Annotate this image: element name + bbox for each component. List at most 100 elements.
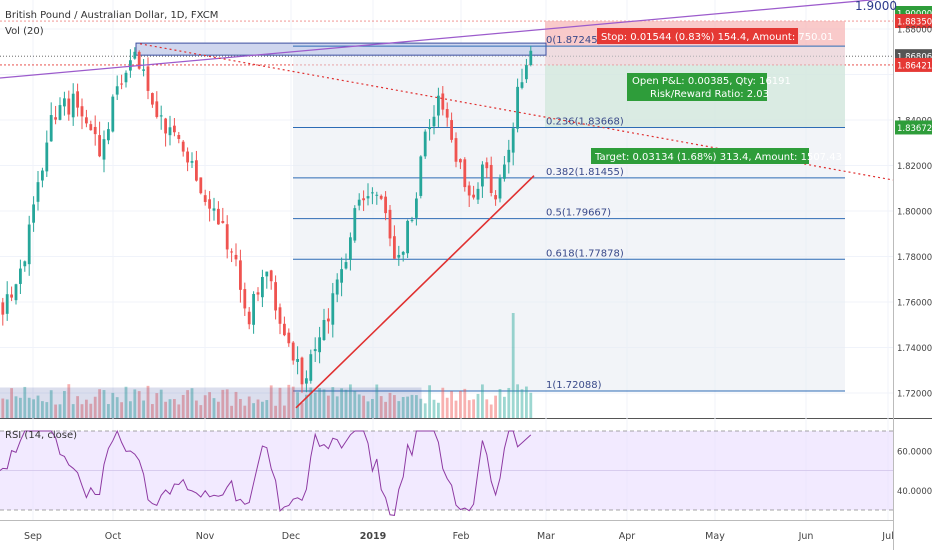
price-axis-label: 1.80000 [897,208,932,218]
volume-bar [388,392,392,418]
volume-bar [239,398,242,418]
time-axis-label: Nov [196,531,215,542]
candle-body [85,117,88,124]
time-axis-label: May [705,531,725,542]
fibonacci-retracement: 0(1.87245) 0.236(1.83668) 0.382(1.81455) 0.… [135,35,845,392]
candle-body [305,378,308,384]
volume-bar [107,404,110,418]
candle-body [173,125,176,133]
volume-bar [379,396,383,418]
volume-bar [173,399,176,418]
candle-body [428,127,431,130]
candle-body [54,117,57,120]
rsi-axis-label: 60.0000 [897,447,932,457]
candle-body [269,270,273,282]
volume-bar [133,389,137,418]
candle-body [80,106,84,117]
volume-bar [186,390,189,418]
candle-body [247,311,251,325]
volume-bar [397,401,401,418]
volume-bar [23,386,27,418]
volume-bar [291,386,295,418]
candle-body [243,289,247,309]
candle-body [415,198,418,218]
candle-body [357,199,361,206]
volume-bar [137,391,141,418]
volume-bar [265,400,269,418]
volume-bar [393,395,396,418]
volume-bar [481,384,484,418]
candle-body [19,268,22,284]
volume-bar [406,396,409,418]
volume-bar [85,399,88,418]
candle-body [164,118,167,134]
time-axis-label: Mar [537,531,555,542]
time-axis-label: Sep [24,531,42,542]
candle-body [353,208,357,241]
price-axis-label: 1.82000 [897,162,932,172]
candle-body [41,170,44,181]
fib-level-label: 0.618(1.77878) [546,248,624,259]
candle-body [525,65,528,80]
candle-body [503,164,506,179]
volume-bar [181,394,185,418]
candle-body [49,115,53,142]
candle-body [14,284,18,301]
candle-body [340,269,343,283]
price-axis-label: 1.86421 [897,61,932,71]
candle-body [331,293,335,325]
volume-bar [423,403,427,418]
rsi-line [0,429,532,516]
candle-body [76,91,79,108]
candle-body [516,86,519,129]
candle-body [261,276,264,298]
candle-body [230,251,233,253]
candle-body [45,142,49,172]
volume-bar [243,405,247,418]
volume-bar [467,400,471,418]
fib-level-label: 1(1.72088) [546,380,602,391]
candle-body [155,101,159,117]
fib-level-label: 0(1.87245) [546,35,602,46]
volume-bar [401,397,405,418]
candle-body [459,159,462,163]
candle-body [32,204,35,223]
volume-bar [472,399,475,418]
volume-bar [428,385,431,418]
volume-bar [432,399,436,418]
candle-body [432,116,436,127]
volume-bar [177,404,181,418]
volume-bar [437,402,440,418]
candle-body [467,185,471,196]
price-axis-bg [893,0,932,550]
volume-bar [252,403,255,418]
volume-bar [357,394,361,418]
candle-body [10,294,13,298]
pnl-label-bg [627,73,767,101]
volume-box [0,387,422,419]
candle-body [177,135,181,139]
volume-bar [261,401,264,418]
candle-body [485,162,489,169]
candle-body [441,93,445,110]
candle-body [107,129,110,141]
candle-body [278,307,282,324]
volume-bar [256,399,260,418]
volume-bar [269,385,273,418]
candle-body [115,86,119,95]
volume-bar [155,393,159,418]
price-axis-label: 1.83672 [897,124,932,134]
volume-bar [195,400,198,418]
volume-bar [322,389,326,418]
volume-bar [525,386,528,418]
volume-bar [287,384,291,418]
candle-body [221,221,225,223]
volume-bar [14,396,18,418]
time-axis-label: Feb [453,531,470,542]
volume-bar [164,401,167,418]
candle-body [397,254,401,258]
volume-bar [146,385,150,418]
volume-bar [234,391,238,418]
volume-bar [71,404,75,418]
candle-body [406,220,409,254]
